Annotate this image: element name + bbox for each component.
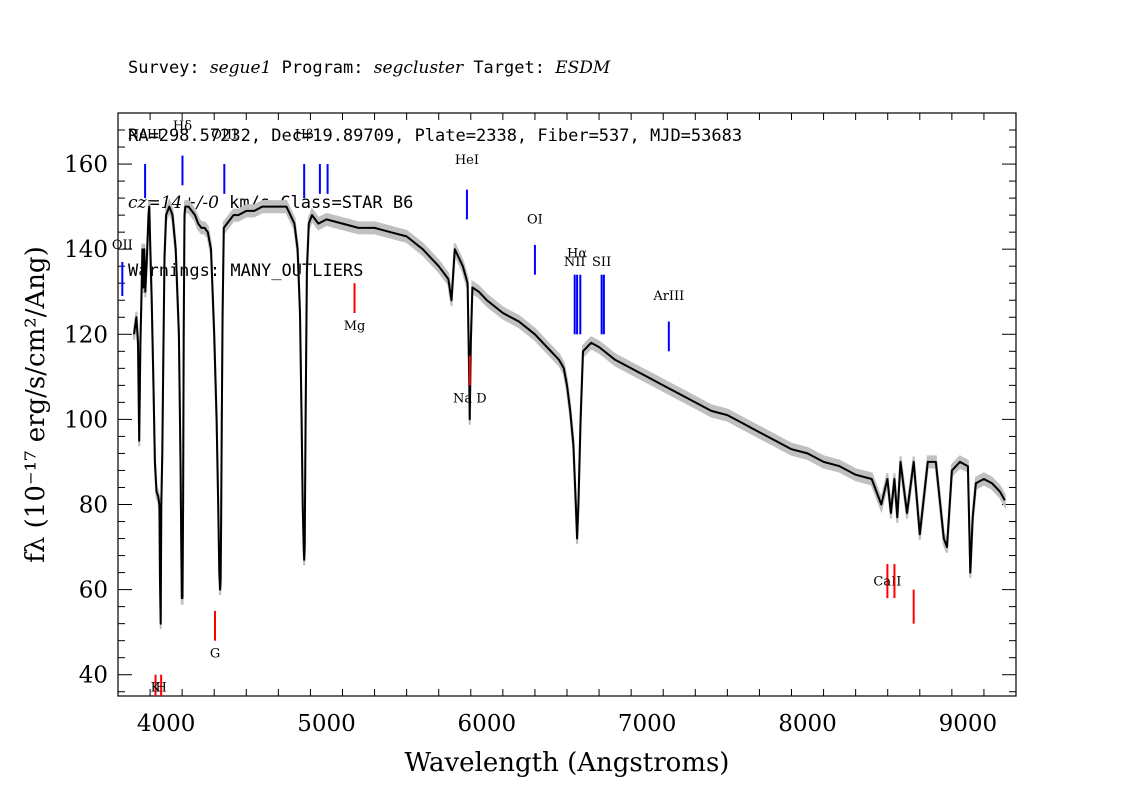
line-label: OIII	[211, 128, 237, 143]
line-label: ArIII	[652, 289, 684, 304]
line-label: Mg	[344, 319, 366, 334]
plot-frame	[117, 112, 1017, 697]
x-tick-label: 5000	[297, 711, 356, 737]
line-label: Hα	[567, 247, 587, 262]
cz-value: cz=14+/-0	[128, 193, 219, 213]
line-label: HeI	[455, 153, 479, 168]
line-label: Hβ	[295, 128, 314, 143]
survey-value: segue1	[209, 58, 272, 78]
coordinates-line: RA=298.57232, Dec=19.89709, Plate=2338, …	[128, 125, 743, 146]
program-value: segcluster	[373, 58, 464, 78]
line-label: Na D	[453, 391, 487, 406]
survey-label: Survey:	[128, 58, 210, 78]
y-tick-label: 160	[64, 152, 108, 178]
x-tick-label: 6000	[458, 711, 517, 737]
line-label: K	[151, 681, 161, 696]
program-label: Program:	[271, 58, 374, 78]
y-tick-label: 100	[64, 407, 108, 433]
y-axis-title: fλ (10⁻¹⁷ erg/s/cm²/Ang)	[21, 246, 51, 562]
line-label: SII	[592, 255, 611, 270]
x-tick-label: 7000	[618, 711, 677, 737]
x-tick-label: 4000	[137, 711, 196, 737]
y-tick-label: 40	[79, 663, 108, 689]
x-axis-title: Wavelength (Angstroms)	[405, 748, 730, 778]
line-label: CaII	[873, 574, 901, 589]
y-tick-label: 60	[79, 578, 108, 604]
line-label: G	[210, 647, 220, 662]
target-label: Target:	[463, 58, 556, 78]
line-label: OII	[112, 238, 133, 253]
y-tick-label: 140	[64, 237, 108, 263]
x-tick-label: 8000	[778, 711, 837, 737]
line-label: Hδ	[173, 119, 192, 134]
line-label: NII	[564, 255, 586, 270]
line-label: NeIII	[128, 128, 162, 143]
flux-spectrum-line	[133, 205, 1006, 625]
line-label: H	[155, 681, 166, 696]
target-value: ESDM	[555, 58, 611, 78]
spectrum-header: Survey: segue1 Program: segcluster Targe…	[128, 12, 742, 305]
x-tick-label: 9000	[939, 711, 998, 737]
y-tick-label: 120	[64, 322, 108, 348]
y-tick-label: 80	[79, 493, 108, 519]
line-label: OI	[527, 213, 543, 228]
survey-line: Survey: segue1 Program: segcluster Targe…	[128, 57, 742, 80]
